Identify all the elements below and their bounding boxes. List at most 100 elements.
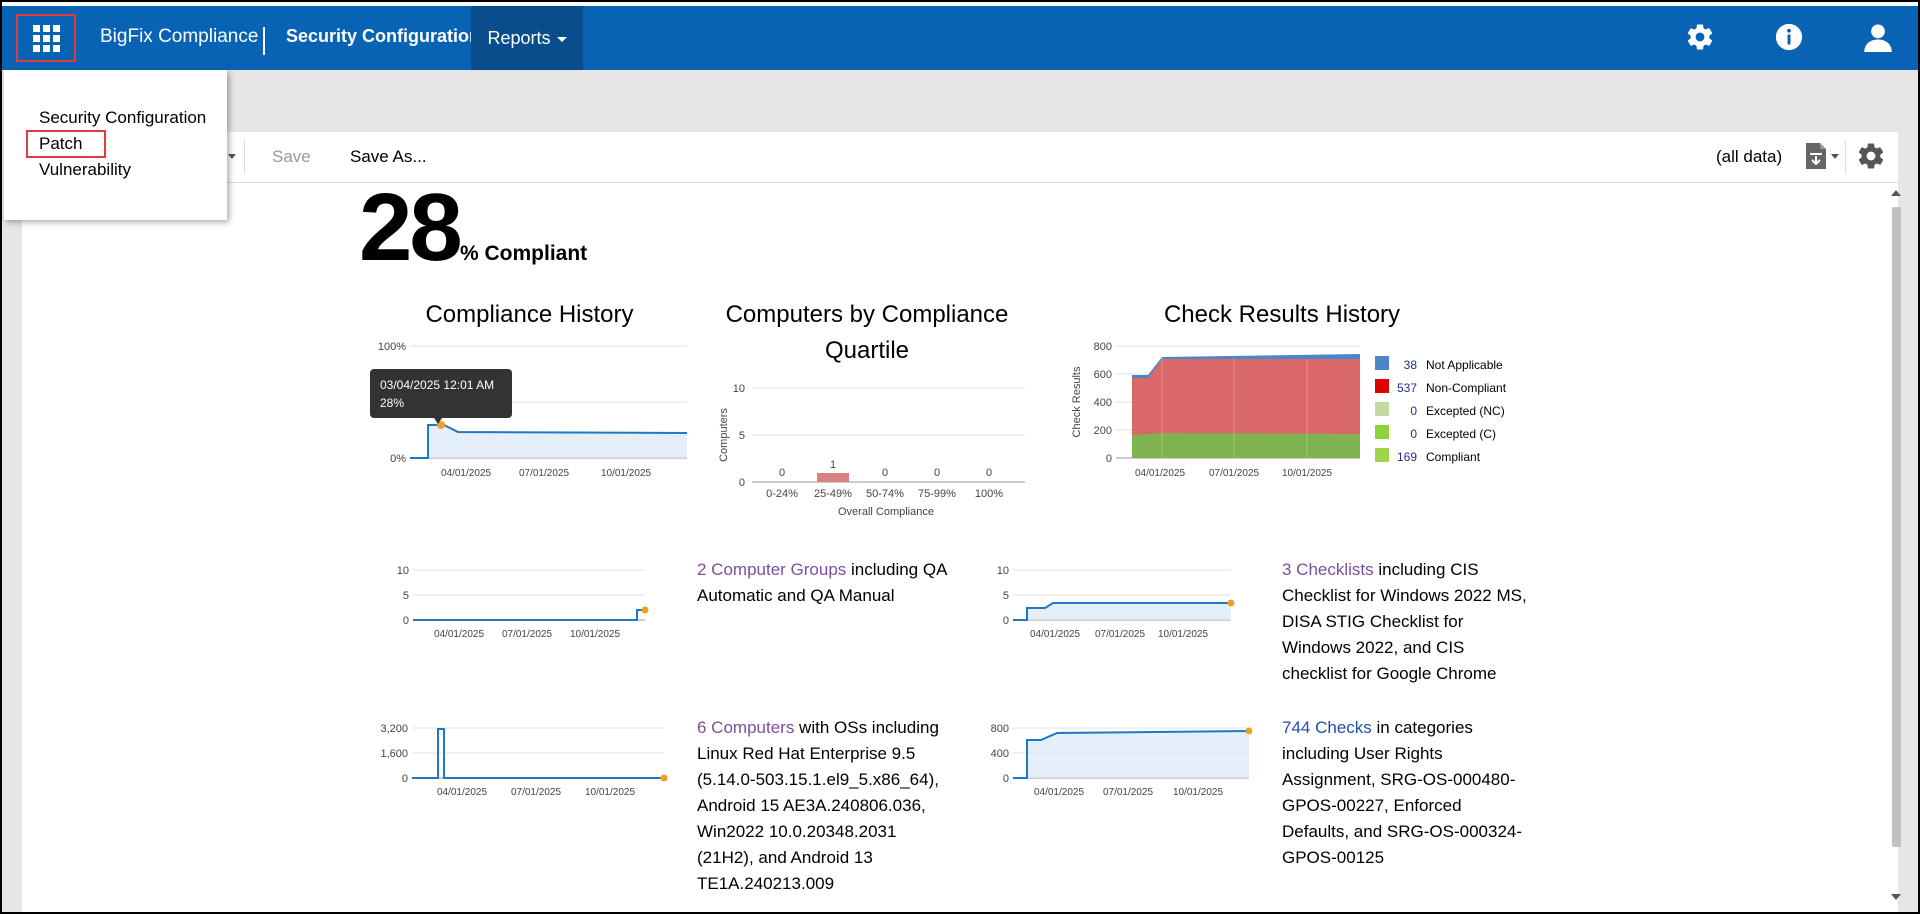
caret-down-icon <box>556 37 567 42</box>
y-tick-label: 100% <box>378 341 406 353</box>
series-line <box>413 609 645 621</box>
x-tick-label: 10/01/2025 <box>585 787 635 798</box>
y-tick-label: 600 <box>1094 369 1112 381</box>
legend-label: Non-Compliant <box>1426 381 1507 395</box>
legend-swatch <box>1375 402 1389 416</box>
data-point[interactable] <box>1245 727 1253 735</box>
data-point[interactable] <box>437 421 445 429</box>
checks-summary: 744 Checks in categories including User … <box>1282 715 1532 871</box>
bar-value-label: 0 <box>779 467 785 479</box>
data-point[interactable] <box>641 606 649 614</box>
bar-value-label: 0 <box>986 467 992 479</box>
computers-description: with OSs including Linux Red Hat Enterpr… <box>697 718 939 893</box>
legend-count: 169 <box>1397 450 1417 464</box>
legend-label: Excepted (C) <box>1426 427 1496 441</box>
x-tick-label: 04/01/2025 <box>437 787 487 798</box>
legend-label: Excepted (NC) <box>1426 404 1505 418</box>
checks-sparkline[interactable]: 800 400 0 04/01/2025 07/01/2025 10/01/20… <box>977 718 1252 802</box>
page-header-band <box>2 70 1918 132</box>
series-area <box>1027 603 1231 620</box>
area-compliant[interactable] <box>1132 433 1360 458</box>
compliance-history-chart[interactable]: 100% 0% 04/01/2025 07/01/2025 10/01/2025… <box>362 332 687 492</box>
brand-name[interactable]: BigFix Compliance <box>100 26 259 47</box>
checklists-sparkline[interactable]: 10 5 0 04/01/2025 07/01/2025 10/01/2025 <box>977 560 1247 642</box>
brand-divider <box>263 27 265 55</box>
y-tick-label: 0 <box>1003 773 1009 785</box>
category-label: 50-74% <box>866 488 904 500</box>
y-axis-label: Computers <box>718 408 730 462</box>
y-tick-label: 1,600 <box>380 748 408 760</box>
x-tick-label: 04/01/2025 <box>434 629 484 640</box>
checks-link[interactable]: 744 Checks <box>1282 718 1372 737</box>
legend-label: Compliant <box>1426 450 1481 464</box>
chart-tooltip <box>370 369 512 418</box>
x-tick-label: 10/01/2025 <box>601 468 651 479</box>
legend-swatch <box>1375 448 1389 462</box>
menu-item-vulnerability[interactable]: Vulnerability <box>39 160 131 179</box>
menu-item-security-configuration[interactable]: Security Configuration <box>39 108 207 127</box>
legend-swatch <box>1375 425 1389 439</box>
computers-link[interactable]: 6 Computers <box>697 718 795 737</box>
scrollbar-thumb[interactable] <box>1892 207 1901 847</box>
computers-summary: 6 Computers with OSs including Linux Red… <box>697 715 942 910</box>
y-tick-label: 0 <box>1106 453 1112 465</box>
apps-menu-button[interactable] <box>16 14 76 62</box>
info-icon[interactable] <box>1774 22 1804 52</box>
checklists-link[interactable]: 3 Checklists <box>1282 560 1374 579</box>
x-tick-label: 04/01/2025 <box>1135 468 1185 479</box>
y-tick-label: 800 <box>1094 341 1112 353</box>
y-tick-label: 400 <box>1094 397 1112 409</box>
nav-security-configuration[interactable]: Security Configuration <box>286 26 481 46</box>
checklists-summary: 3 Checklists including CIS Checklist for… <box>1282 557 1532 687</box>
groups-description: including QA Automatic and QA Manual <box>697 560 947 605</box>
y-tick-label: 0 <box>739 477 745 489</box>
chevron-down-icon[interactable] <box>228 154 236 159</box>
x-tick-label: 07/01/2025 <box>519 468 569 479</box>
top-navigation-bar: BigFix Compliance Security Configuration <box>2 6 1918 70</box>
groups-sparkline[interactable]: 10 5 0 04/01/2025 07/01/2025 10/01/2025 <box>377 560 657 642</box>
legend-count: 0 <box>1410 427 1417 441</box>
computers-sparkline[interactable]: 3,200 1,600 0 04/01/2025 07/01/2025 10/0… <box>372 718 672 802</box>
series-line <box>410 424 687 459</box>
x-tick-label: 10/01/2025 <box>1173 787 1223 798</box>
apps-dropdown-menu: Security Configuration Patch Vulnerabili… <box>4 70 227 220</box>
scroll-up-arrow-icon[interactable] <box>1890 188 1902 198</box>
series-area <box>428 425 687 458</box>
category-label: 100% <box>975 488 1003 500</box>
left-gutter <box>2 132 22 912</box>
export-icon[interactable] <box>1800 140 1840 172</box>
y-tick-label: 0 <box>1003 615 1009 627</box>
y-tick-label: 0 <box>403 615 409 627</box>
save-as-button[interactable]: Save As... <box>350 147 427 166</box>
computer-groups-link[interactable]: 2 Computer Groups <box>697 560 847 579</box>
compliance-percent-value: 28 <box>359 174 463 281</box>
data-point[interactable] <box>660 774 668 782</box>
bar-value-label: 0 <box>934 467 940 479</box>
toolbar-divider <box>1845 140 1846 174</box>
reports-menu-button[interactable]: Reports <box>471 6 583 70</box>
x-tick-label: 07/01/2025 <box>1103 787 1153 798</box>
quartile-bar-chart[interactable]: 10 5 0 Computers 0 1 0 0 0 0-24% 25-49% … <box>707 372 1037 522</box>
data-point[interactable] <box>1227 599 1235 607</box>
check-results-chart[interactable]: Check Results 800 600 400 200 0 04/01/20… <box>1062 332 1522 492</box>
menu-item-patch[interactable]: Patch <box>39 134 83 153</box>
user-icon[interactable] <box>1863 22 1893 52</box>
series-line <box>1013 730 1250 779</box>
report-settings-gear-icon[interactable] <box>1856 141 1886 171</box>
bar-25-49[interactable] <box>817 473 849 482</box>
x-axis-label: Overall Compliance <box>838 506 934 518</box>
y-tick-label: 5 <box>403 590 409 602</box>
bar-value-label: 0 <box>882 467 888 479</box>
category-label: 75-99% <box>918 488 956 500</box>
scroll-down-arrow-icon[interactable] <box>1890 892 1902 902</box>
x-tick-label: 10/01/2025 <box>1158 629 1208 640</box>
x-tick-label: 07/01/2025 <box>1209 468 1259 479</box>
settings-gear-icon[interactable] <box>1685 22 1715 52</box>
y-tick-label: 0% <box>390 453 406 465</box>
checks-description: in categories including User Rights Assi… <box>1282 718 1523 867</box>
x-tick-label: 04/01/2025 <box>1030 629 1080 640</box>
tooltip-date: 03/04/2025 12:01 AM <box>380 378 494 392</box>
apps-grid-icon <box>32 24 60 52</box>
save-button[interactable]: Save <box>272 147 311 166</box>
